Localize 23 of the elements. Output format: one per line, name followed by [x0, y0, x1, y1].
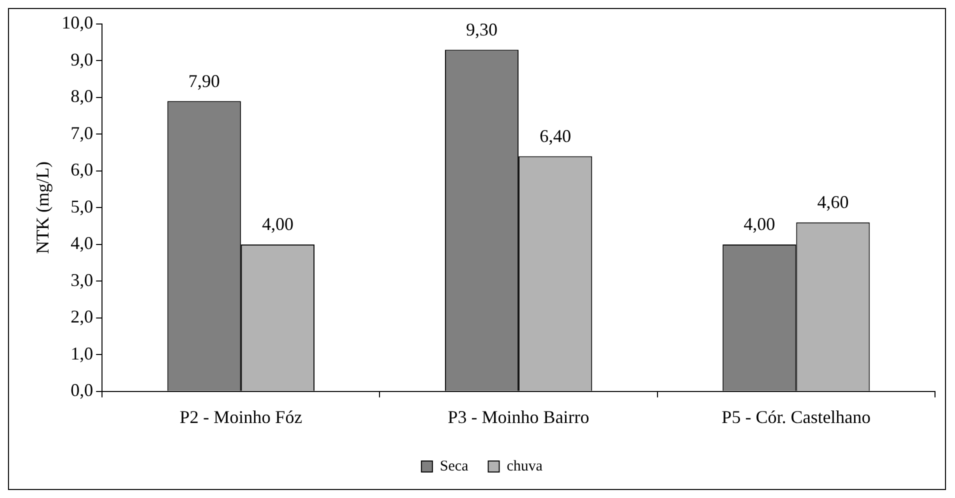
- data-label: 6,40: [540, 126, 572, 146]
- data-label: 4,00: [262, 214, 294, 234]
- y-tick-label: 6,0: [70, 160, 94, 180]
- y-tick-label: 4,0: [70, 233, 94, 254]
- y-tick-label: 10,0: [62, 12, 94, 33]
- y-tick-label: 7,0: [70, 122, 94, 143]
- data-label: 9,30: [466, 19, 498, 40]
- y-tick-label: 3,0: [70, 270, 94, 290]
- x-tick-label: P3 - Moinho Bairro: [448, 406, 590, 427]
- y-tick-label: 8,0: [70, 86, 94, 106]
- x-tick-label: P2 - Moinho Fóz: [180, 406, 302, 427]
- legend-label: chuva: [506, 458, 543, 474]
- data-label: 4,00: [744, 214, 776, 234]
- y-tick-label: 1,0: [70, 343, 94, 364]
- data-label: 7,90: [188, 70, 220, 91]
- y-tick-label: 5,0: [70, 196, 94, 216]
- y-tick-label: 0,0: [70, 380, 94, 400]
- legend-label: Seca: [440, 458, 469, 474]
- x-tick-label: P5 - Cór. Castelhano: [722, 406, 871, 427]
- y-tick-label: 2,0: [70, 306, 94, 327]
- y-axis-title: NTK (mg/L): [32, 161, 53, 254]
- y-tick-label: 9,0: [70, 49, 94, 70]
- data-label: 4,60: [817, 192, 849, 212]
